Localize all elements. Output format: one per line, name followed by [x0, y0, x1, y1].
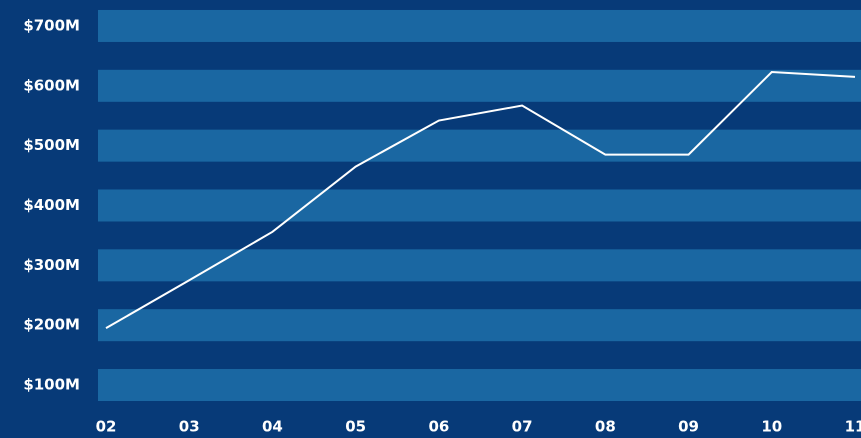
grid-band [98, 309, 861, 342]
x-tick-label: 06 [428, 418, 449, 436]
y-tick-label: $700M [23, 16, 80, 34]
y-tick-label: $500M [23, 136, 80, 154]
x-tick-label: 02 [96, 418, 117, 436]
grid-band [98, 249, 861, 282]
x-tick-label: 11 [845, 418, 861, 436]
x-tick-label: 10 [761, 418, 782, 436]
grid-band [98, 369, 861, 402]
y-tick-label: $300M [23, 256, 80, 274]
y-tick-label: $400M [23, 196, 80, 214]
x-tick-label: 07 [512, 418, 533, 436]
grid-band [98, 129, 861, 162]
y-tick-label: $100M [23, 376, 80, 394]
grid-band [98, 189, 861, 222]
x-tick-label: 05 [345, 418, 366, 436]
grid-band [98, 69, 861, 102]
line [105, 71, 856, 330]
y-tick-label: $200M [23, 316, 80, 334]
x-tick-label: 04 [262, 418, 283, 436]
x-tick-label: 08 [595, 418, 616, 436]
x-tick-label: 03 [179, 418, 200, 436]
grid-band [98, 9, 861, 42]
x-tick-label: 09 [678, 418, 699, 436]
y-tick-label: $600M [23, 76, 80, 94]
